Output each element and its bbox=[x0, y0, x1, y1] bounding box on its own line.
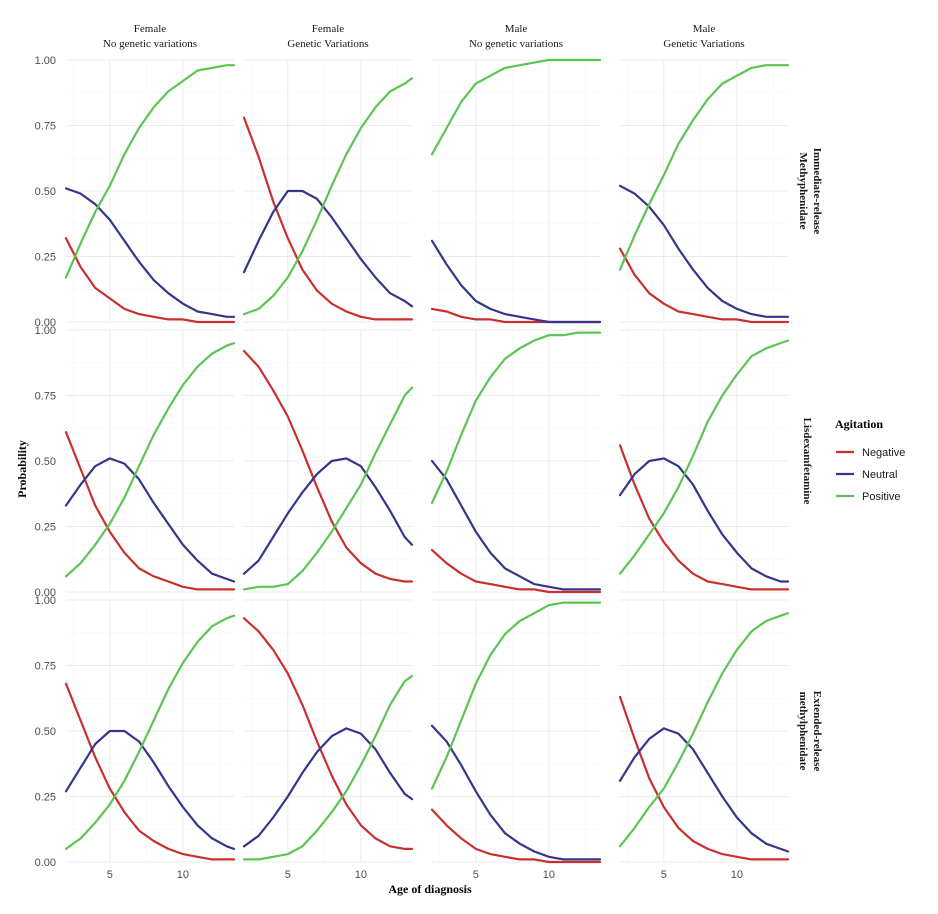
series-line-neutral bbox=[242, 457, 414, 575]
legend-title: Agitation bbox=[835, 417, 883, 431]
row-strip-line2: methylphenidate bbox=[797, 692, 809, 771]
legend: Agitation Negative Neutral Positive bbox=[835, 417, 905, 503]
x-tick-label: 5 bbox=[473, 869, 479, 881]
row-strip-line2: Methyphenidate bbox=[797, 153, 809, 230]
series-line-neutral bbox=[242, 727, 414, 848]
column-strip-line2: No genetic variations bbox=[103, 38, 197, 50]
panel-r2-c1 bbox=[242, 599, 414, 863]
column-strip-line1: Male bbox=[693, 23, 716, 35]
panel-r0-c0 bbox=[64, 59, 236, 324]
column-strip-line1: Female bbox=[134, 23, 166, 35]
series-line-positive bbox=[618, 339, 790, 575]
series-line-positive bbox=[430, 601, 602, 790]
y-tick-label: 0.00 bbox=[35, 317, 56, 329]
y-tick-label: 0.50 bbox=[35, 726, 56, 738]
row-strip-line1: Lisdexamfetamine bbox=[801, 418, 813, 505]
y-tick-label: 0.50 bbox=[35, 456, 56, 468]
series-line-positive bbox=[430, 331, 602, 504]
x-tick-label: 10 bbox=[355, 869, 367, 881]
series-line-positive bbox=[64, 614, 236, 850]
series-line-positive bbox=[242, 77, 414, 316]
y-tick-label: 0.50 bbox=[35, 186, 56, 198]
y-tick-label: 0.25 bbox=[35, 792, 56, 804]
series-line-positive bbox=[64, 64, 236, 279]
column-strip-line1: Female bbox=[312, 23, 344, 35]
y-tick-label: 0.25 bbox=[35, 252, 56, 264]
panel-r2-c0 bbox=[64, 599, 236, 863]
row-strip-1: Lisdexamfetamine bbox=[801, 418, 813, 505]
panels-layer bbox=[64, 58, 790, 864]
series-line-positive bbox=[618, 612, 790, 848]
row-strip-line1: Extended-release bbox=[811, 691, 823, 772]
row-strip-line1: Immediate-release bbox=[811, 148, 823, 235]
x-tick-label: 5 bbox=[661, 869, 667, 881]
series-line-negative bbox=[242, 617, 414, 850]
panel-r1-c0 bbox=[64, 329, 236, 593]
y-tick-label: 0.00 bbox=[35, 857, 56, 869]
legend-label-neutral: Neutral bbox=[862, 469, 897, 481]
panel-r0-c3 bbox=[618, 59, 790, 324]
x-axis-title: Age of diagnosis bbox=[388, 882, 472, 896]
panel-r2-c3 bbox=[618, 599, 790, 863]
series-line-neutral bbox=[430, 724, 602, 861]
y-tick-label: 1.00 bbox=[35, 55, 56, 67]
series-line-positive bbox=[242, 674, 414, 861]
series-line-positive bbox=[64, 342, 236, 578]
series-line-neutral bbox=[64, 457, 236, 583]
axes-layer: 0.000.250.500.751.000.000.250.500.751.00… bbox=[35, 55, 743, 881]
legend-items: Negative Neutral Positive bbox=[836, 447, 905, 503]
series-line-negative bbox=[242, 116, 414, 321]
panel-r2-c2 bbox=[430, 599, 602, 864]
x-tick-label: 10 bbox=[177, 869, 189, 881]
series-line-positive bbox=[242, 386, 414, 591]
y-tick-label: 0.75 bbox=[35, 391, 56, 403]
y-tick-label: 0.75 bbox=[35, 121, 56, 133]
x-tick-label: 10 bbox=[731, 869, 743, 881]
y-tick-label: 0.25 bbox=[35, 522, 56, 534]
series-line-negative bbox=[64, 431, 236, 591]
series-line-negative bbox=[64, 682, 236, 861]
series-line-negative bbox=[618, 695, 790, 861]
series-line-negative bbox=[242, 349, 414, 583]
series-line-neutral bbox=[618, 727, 790, 853]
series-line-neutral bbox=[618, 457, 790, 583]
y-axis-title: Probability bbox=[15, 440, 29, 498]
series-line-neutral bbox=[430, 239, 602, 324]
x-tick-label: 10 bbox=[543, 869, 555, 881]
x-tick-label: 5 bbox=[107, 869, 113, 881]
y-tick-label: 1.00 bbox=[35, 325, 56, 337]
series-line-neutral bbox=[430, 459, 602, 591]
column-strip-line2: Genetic Variations bbox=[663, 38, 744, 50]
series-line-positive bbox=[618, 64, 790, 271]
series-line-negative bbox=[64, 237, 236, 324]
series-line-negative bbox=[430, 549, 602, 594]
series-line-neutral bbox=[64, 187, 236, 318]
series-line-negative bbox=[430, 808, 602, 864]
strips-layer: Female No genetic variations Female Genetic… bbox=[103, 23, 823, 771]
column-strip-line2: No genetic variations bbox=[469, 38, 563, 50]
series-line-negative bbox=[618, 444, 790, 591]
column-strip-line1: Male bbox=[505, 23, 528, 35]
panel-r0-c2 bbox=[430, 58, 602, 324]
panel-r1-c1 bbox=[242, 329, 414, 593]
panel-r0-c1 bbox=[242, 59, 414, 323]
column-strip-line2: Genetic Variations bbox=[287, 38, 368, 50]
x-tick-label: 5 bbox=[285, 869, 291, 881]
series-line-neutral bbox=[64, 729, 236, 850]
panel-r1-c2 bbox=[430, 329, 602, 594]
series-line-positive bbox=[430, 58, 602, 156]
legend-label-positive: Positive bbox=[862, 491, 901, 503]
legend-label-negative: Negative bbox=[862, 447, 905, 459]
y-tick-label: 0.00 bbox=[35, 587, 56, 599]
y-tick-label: 1.00 bbox=[35, 595, 56, 607]
panel-r1-c3 bbox=[618, 329, 790, 593]
series-line-neutral bbox=[242, 189, 414, 308]
series-line-negative bbox=[618, 247, 790, 324]
y-tick-label: 0.75 bbox=[35, 661, 56, 673]
